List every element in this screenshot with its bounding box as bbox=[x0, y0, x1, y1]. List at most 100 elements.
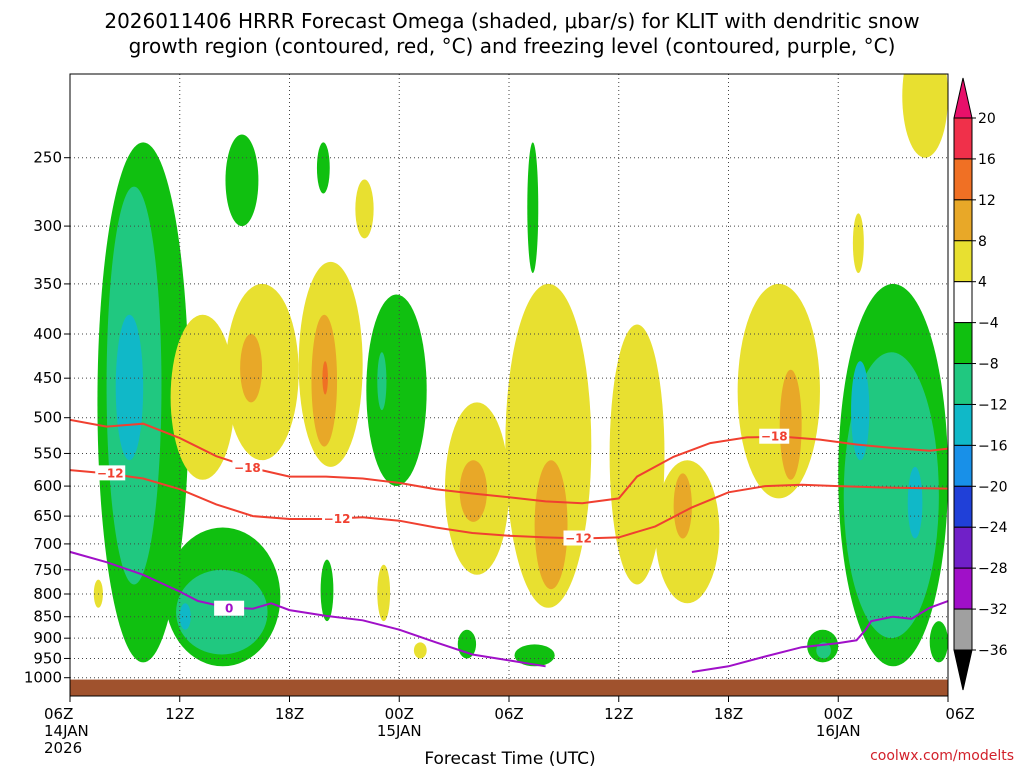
y-tick-label-900: 900 bbox=[33, 629, 62, 647]
y-tick-label-350: 350 bbox=[33, 275, 62, 293]
omega-region-2 bbox=[115, 314, 144, 461]
dgz-contour-1-line bbox=[70, 418, 948, 505]
omega-region-6 bbox=[377, 352, 387, 411]
omega-region-41 bbox=[413, 642, 427, 659]
y-tick-label-950: 950 bbox=[33, 649, 62, 667]
colorbar-bin-7 bbox=[953, 403, 973, 446]
colorbar-bin-11 bbox=[953, 567, 973, 610]
omega-region-10 bbox=[320, 559, 334, 622]
omega-region-34 bbox=[673, 473, 692, 539]
y-tick-label-600: 600 bbox=[33, 477, 62, 495]
site-credit: coolwx.com/modelts bbox=[870, 748, 1014, 764]
dgz-contour-0-label-bg-2 bbox=[563, 530, 594, 546]
omega-region-18 bbox=[851, 361, 870, 461]
colorbar-bottom-arrow bbox=[953, 649, 973, 691]
omega-region-20 bbox=[929, 621, 948, 663]
plot-area: −12 −12 −12 −18 −18 0 bbox=[70, 74, 948, 696]
colorbar-label-1: 16 bbox=[978, 152, 996, 168]
colorbar-label-10: −24 bbox=[978, 520, 1008, 536]
x-tick-label-12: 18Z bbox=[275, 705, 304, 723]
freezing-level-contour-0-line bbox=[70, 550, 546, 668]
y-tick-label-550: 550 bbox=[33, 444, 62, 462]
colorbar-bin-0 bbox=[953, 117, 973, 160]
omega-region-13 bbox=[527, 142, 539, 274]
colorbar-label-0: 20 bbox=[978, 111, 996, 127]
x-tick-label-48: 06Z bbox=[945, 705, 974, 723]
colorbar-bin-10 bbox=[953, 526, 973, 569]
y-tick-label-650: 650 bbox=[33, 507, 62, 525]
dgz-contour-0-label-bg-1 bbox=[322, 510, 353, 526]
colorbar-label-13: −36 bbox=[978, 643, 1008, 659]
omega-region-4 bbox=[316, 142, 330, 194]
colorbar-label-12: −32 bbox=[978, 602, 1008, 618]
colorbar-top-arrow bbox=[953, 77, 973, 119]
omega-region-31 bbox=[534, 460, 568, 590]
colorbar-bin-12 bbox=[953, 608, 973, 651]
colorbar-bin-5 bbox=[953, 322, 973, 365]
colorbar-label-6: −8 bbox=[978, 357, 999, 373]
x-tick-label-30: 12Z bbox=[604, 705, 633, 723]
omega-region-26 bbox=[322, 361, 328, 395]
colorbar-label-3: 8 bbox=[978, 234, 987, 250]
omega-shading-layer bbox=[93, 74, 948, 667]
colorbar-bin-9 bbox=[953, 485, 973, 528]
dgz-contour-1-label-1: −18 bbox=[761, 430, 788, 444]
x-date-label-42: 16JAN bbox=[816, 722, 861, 740]
colorbar-bin-3 bbox=[953, 240, 973, 283]
y-tick-label-700: 700 bbox=[33, 535, 62, 553]
colorbar-label-2: 12 bbox=[978, 193, 996, 209]
y-tick-label-500: 500 bbox=[33, 409, 62, 427]
omega-region-5 bbox=[366, 294, 427, 487]
omega-region-29 bbox=[459, 460, 488, 522]
dgz-contour-0-label-1: −12 bbox=[324, 512, 351, 526]
x-axis-label: Forecast Time (UTC) bbox=[424, 749, 595, 768]
omega-region-30 bbox=[505, 283, 592, 608]
omega-region-36 bbox=[779, 369, 802, 480]
omega-region-15 bbox=[816, 642, 831, 659]
chart-title-line-2: growth region (contoured, red, °C) and f… bbox=[129, 34, 896, 58]
omega-region-19 bbox=[907, 466, 923, 539]
colorbar-label-8: −16 bbox=[978, 438, 1008, 454]
omega-region-9 bbox=[179, 603, 191, 630]
x-date-label-0: 14JAN bbox=[44, 722, 89, 740]
x-tick-label-36: 18Z bbox=[714, 705, 743, 723]
ground-surface bbox=[70, 679, 948, 696]
x-tick-label-0: 06Z bbox=[44, 705, 73, 723]
omega-region-38 bbox=[852, 213, 864, 274]
x-tick-label-42: 00Z bbox=[824, 705, 853, 723]
omega-region-22 bbox=[225, 283, 299, 461]
colorbar-label-7: −12 bbox=[978, 397, 1008, 413]
x-tick-label-6: 12Z bbox=[165, 705, 194, 723]
colorbar-label-11: −28 bbox=[978, 561, 1008, 577]
x-date-label-18: 15JAN bbox=[377, 722, 422, 740]
contour-layer: −12 −12 −12 −18 −18 0 bbox=[70, 418, 948, 673]
dgz-contour-1-label-0: −18 bbox=[234, 461, 261, 475]
y-axis: 250 300 350 400 450 500 550 600 650 700 750 800 850 9… bbox=[24, 149, 70, 687]
chart-title-line-1: 2026011406 HRRR Forecast Omega (shaded, … bbox=[104, 9, 919, 33]
omega-region-12 bbox=[514, 644, 555, 667]
freezing-level-contour-0-label-0: 0 bbox=[225, 602, 233, 616]
omega-region-21 bbox=[170, 314, 235, 480]
colorbar-bin-4 bbox=[953, 281, 973, 324]
freezing-level-contour-0-label-bg-0 bbox=[214, 600, 245, 616]
omega-region-3 bbox=[225, 134, 259, 227]
y-tick-label-450: 450 bbox=[33, 369, 62, 387]
colorbar-bin-6 bbox=[953, 363, 973, 405]
colorbar-bin-8 bbox=[953, 444, 973, 487]
freezing-level-contour-1-line bbox=[691, 600, 948, 673]
colorbar-label-9: −20 bbox=[978, 479, 1008, 495]
dgz-contour-0-label-2: −12 bbox=[565, 532, 592, 546]
y-tick-label-850: 850 bbox=[33, 608, 62, 626]
dgz-contour-0-line bbox=[70, 469, 948, 540]
colorbar: 20 16 12 8 4 −4 −8 −12 −16 −20 −24 −28 −32 −36 bbox=[953, 77, 1008, 691]
y-tick-label-400: 400 bbox=[33, 325, 62, 343]
y-tick-label-1000: 1000 bbox=[24, 669, 62, 687]
y-tick-label-250: 250 bbox=[33, 149, 62, 167]
x-year-label: 2026 bbox=[44, 739, 82, 757]
colorbar-label-5: −4 bbox=[978, 316, 999, 332]
dgz-contour-0-label-0: −12 bbox=[97, 466, 124, 480]
omega-region-27 bbox=[355, 179, 374, 239]
y-tick-label-750: 750 bbox=[33, 561, 62, 579]
